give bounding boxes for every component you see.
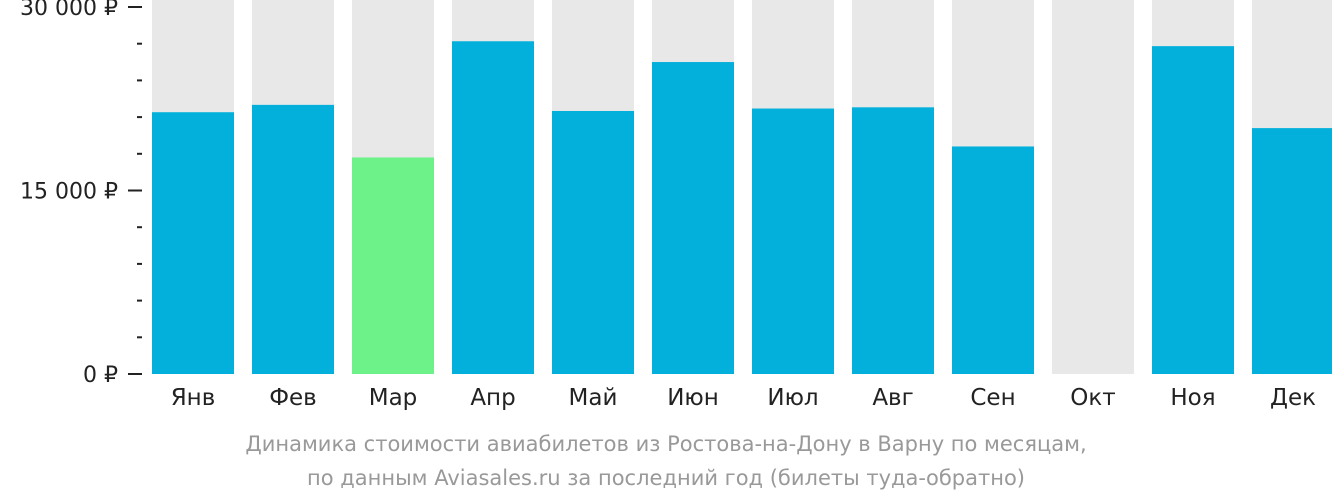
x-tick-label: Июн: [667, 385, 719, 411]
x-tick-label: Янв: [171, 385, 216, 411]
x-tick-label: Дек: [1270, 385, 1316, 411]
x-tick-label: Ноя: [1170, 385, 1215, 411]
x-tick-label: Мар: [369, 385, 418, 411]
bar-2: [252, 104, 334, 374]
bar-6: [652, 62, 734, 375]
bar-11: [1152, 46, 1234, 374]
x-tick-label: Апр: [470, 385, 515, 411]
x-tick-label: Июл: [767, 385, 818, 411]
x-tick-label: Сен: [970, 385, 1015, 411]
bar-12: [1252, 128, 1332, 374]
y-tick-label: 0 ₽: [83, 363, 118, 388]
bar-1: [152, 112, 234, 374]
x-axis: Янв Фев Мар Апр Май Июн Июл Авг Сен Окт Ноя Дек: [171, 385, 1316, 411]
y-tick-label: 15 000 ₽: [20, 180, 118, 205]
x-tick-label: Май: [569, 385, 618, 411]
caption-line-1: Динамика стоимости авиабилетов из Ростов…: [245, 432, 1087, 456]
y-axis: 0 ₽ 15 000 ₽ 30 000 ₽: [20, 0, 142, 388]
bar-3: [352, 157, 434, 374]
bar-4: [452, 41, 534, 375]
x-tick-label: Фев: [269, 385, 317, 411]
bar-8: [852, 107, 934, 375]
bar-5: [552, 110, 634, 374]
caption-line-2: по данным Aviasales.ru за последний год …: [307, 466, 1025, 490]
value-bars: [152, 41, 1332, 375]
x-tick-label: Окт: [1070, 385, 1115, 411]
bar-9: [952, 146, 1034, 374]
x-tick-label: Авг: [872, 385, 913, 411]
bar-7: [752, 108, 834, 374]
y-tick-label: 30 000 ₽: [20, 0, 118, 21]
bar-background-10: [1052, 0, 1134, 374]
